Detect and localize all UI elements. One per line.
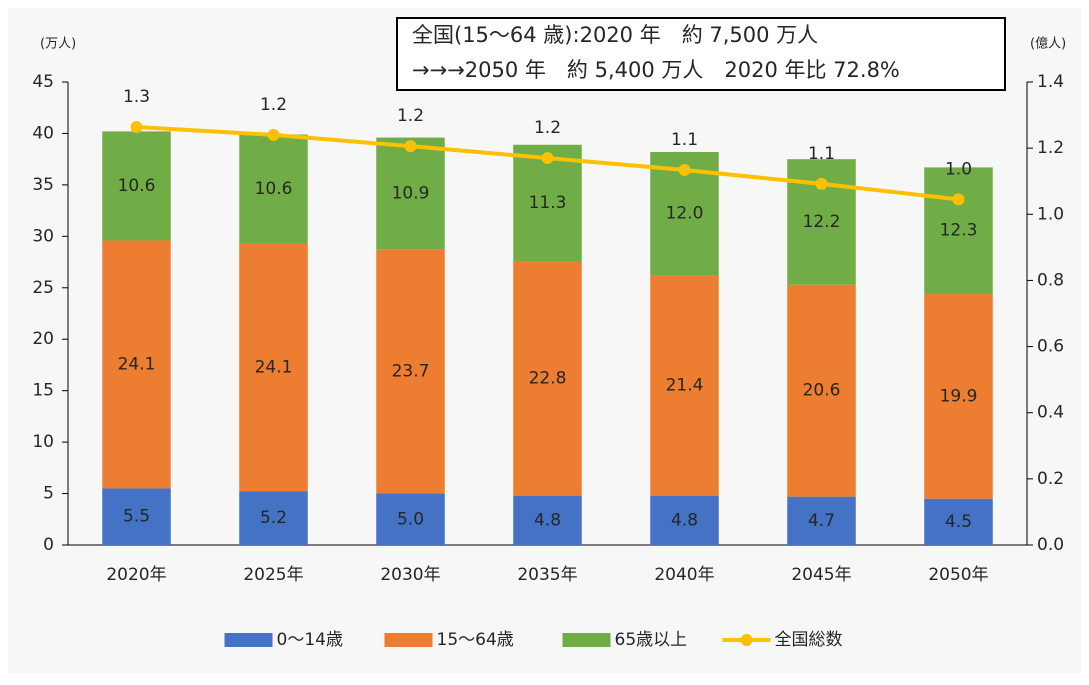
data-label: 1.3	[123, 87, 150, 107]
y-tick-label: 10	[32, 432, 54, 452]
data-label: 12.3	[940, 221, 978, 241]
legend-swatch	[224, 633, 273, 647]
legend-swatch	[740, 634, 753, 646]
data-label: 11.3	[529, 193, 567, 213]
annotation: 全国(15〜64 歳):2020 年 約 7,500 万人	[412, 23, 818, 47]
legend-label: 15〜64歳	[437, 630, 514, 650]
bar-segment	[513, 495, 582, 545]
data-label: 20.6	[803, 381, 841, 401]
bar-segment	[239, 134, 308, 244]
line-marker	[267, 128, 280, 141]
y-tick-label: 35	[32, 175, 54, 195]
bar-segment	[924, 167, 993, 294]
bar-segment	[376, 137, 445, 250]
data-label: 1.2	[534, 118, 561, 138]
annotation: →→→2050 年 約 5,400 万人 2020 年比 72.8%	[412, 58, 900, 82]
x-tick-label: 2030年	[380, 565, 440, 585]
y2-axis-unit: (億人)	[1030, 36, 1066, 52]
data-label: 10.6	[118, 176, 156, 196]
legend-swatch	[384, 633, 433, 647]
data-label: 19.9	[940, 386, 978, 406]
bar-segment	[102, 131, 171, 241]
line-marker	[541, 152, 554, 165]
bar-segment	[650, 495, 719, 545]
line-marker	[678, 163, 691, 176]
line-marker	[952, 193, 965, 206]
bar-segment	[239, 491, 308, 545]
legend-label: 0〜14歳	[277, 630, 343, 650]
x-tick-label: 2040年	[654, 565, 714, 585]
bar-segment	[102, 488, 171, 545]
data-label: 10.6	[255, 179, 293, 199]
legend-swatch	[562, 633, 611, 647]
line-marker	[130, 120, 143, 133]
data-label: 12.2	[803, 212, 841, 232]
data-label: 24.1	[118, 354, 156, 374]
data-label: 12.0	[666, 204, 704, 224]
data-label: 1.1	[808, 144, 835, 164]
y2-tick-label: 0.0	[1037, 535, 1064, 555]
y-tick-label: 25	[32, 278, 54, 298]
data-label: 10.9	[392, 184, 430, 204]
data-label: 24.1	[255, 358, 293, 378]
bar-segment	[376, 249, 445, 494]
y-tick-label: 45	[32, 72, 54, 92]
y2-tick-label: 0.2	[1037, 469, 1064, 489]
data-label: 4.5	[945, 512, 972, 532]
y-tick-label: 0	[43, 535, 54, 555]
line-marker	[815, 177, 828, 190]
bar-segment	[924, 498, 993, 545]
x-tick-label: 2025年	[243, 565, 303, 585]
bar-segment	[787, 284, 856, 497]
y-tick-label: 40	[32, 123, 54, 143]
x-tick-label: 2050年	[928, 565, 988, 585]
data-label: 21.4	[666, 376, 704, 396]
y2-tick-label: 1.2	[1037, 138, 1064, 158]
data-label: 4.7	[808, 511, 835, 531]
x-tick-label: 2020年	[106, 565, 166, 585]
y2-tick-label: 0.8	[1037, 270, 1064, 290]
data-label: 1.0	[945, 159, 972, 179]
x-tick-label: 2035年	[517, 565, 577, 585]
data-label: 5.5	[123, 507, 150, 527]
data-label: 23.7	[392, 362, 430, 382]
bar-segment	[102, 240, 171, 489]
data-label: 4.8	[671, 510, 698, 530]
bar-segment	[513, 144, 582, 262]
legend-label: 65歳以上	[615, 630, 688, 650]
bar-segment	[787, 496, 856, 545]
bar-segment	[376, 493, 445, 545]
y2-tick-label: 0.4	[1037, 403, 1064, 423]
data-label: 5.2	[260, 508, 287, 528]
data-label: 1.1	[671, 130, 698, 150]
bar-segment	[650, 275, 719, 496]
data-label: 22.8	[529, 368, 567, 388]
y2-tick-label: 1.4	[1037, 72, 1064, 92]
y2-tick-label: 1.0	[1037, 204, 1064, 224]
legend-label: 全国総数	[775, 630, 843, 650]
bar-segment	[239, 243, 308, 492]
data-label: 5.0	[397, 509, 424, 529]
bar-segment	[513, 261, 582, 496]
y-tick-label: 30	[32, 226, 54, 246]
y-axis-unit: (万人)	[40, 37, 76, 52]
y-tick-label: 15	[32, 381, 54, 401]
y2-tick-label: 0.6	[1037, 337, 1064, 357]
y-tick-label: 20	[32, 329, 54, 349]
data-label: 1.2	[260, 95, 287, 115]
x-tick-label: 2045年	[791, 565, 851, 585]
annotation-box	[396, 17, 1006, 91]
bar-segment	[924, 293, 993, 499]
data-label: 1.2	[397, 106, 424, 126]
line-marker	[404, 140, 417, 153]
data-label: 4.8	[534, 510, 561, 530]
y-tick-label: 5	[43, 484, 54, 504]
